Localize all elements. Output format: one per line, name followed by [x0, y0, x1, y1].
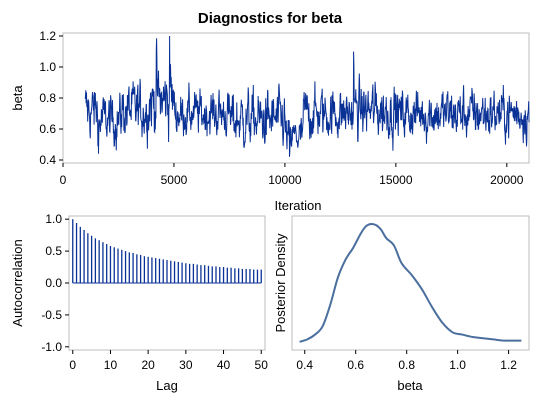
- trace-x-tick-label: 5000: [161, 173, 188, 187]
- density-y-axis-title: Posterior Density: [273, 233, 288, 332]
- autocorrelation-x-tick-label: 50: [255, 358, 269, 372]
- autocorrelation-x-tick-label: 40: [217, 358, 231, 372]
- autocorrelation-y-tick-label: 0.5: [45, 244, 62, 258]
- density-plot: 0.4 0.6 0.8 1.0 1.2 Posterior Density beta: [273, 215, 530, 393]
- autocorrelation-y-axis: -1.0 -0.5 0.0 0.5 1.0: [41, 212, 69, 354]
- trace-x-tick-label: 20000: [490, 173, 524, 187]
- trace-y-tick-label: 1.0: [39, 60, 56, 74]
- trace-x-axis: 0 5000 10000 15000 20000: [60, 163, 524, 187]
- autocorrelation-x-axis-title: Lag: [156, 378, 178, 393]
- autocorrelation-bars: [72, 219, 262, 283]
- density-x-axis: 0.4 0.6 0.8 1.0 1.2: [296, 350, 517, 372]
- density-x-tick-label: 1.2: [500, 358, 517, 372]
- density-plot-frame: [291, 215, 530, 351]
- trace-y-tick-label: 0.6: [39, 122, 56, 136]
- density-x-axis-title: beta: [397, 378, 423, 393]
- autocorrelation-x-axis: 0 10 20 30 40 50: [69, 350, 268, 372]
- autocorrelation-plot: -1.0 -0.5 0.0 0.5 1.0 0 10 20 30 40 50 Autocorrel…: [10, 212, 268, 393]
- density-x-tick-label: 1.0: [449, 358, 466, 372]
- trace-y-tick-label: 0.4: [39, 153, 56, 167]
- density-x-tick-label: 0.4: [296, 358, 313, 372]
- trace-y-tick-label: 0.8: [39, 91, 56, 105]
- trace-x-axis-title: Iteration: [275, 198, 322, 213]
- trace-plot-frame: [62, 32, 530, 164]
- autocorrelation-y-tick-label: 1.0: [45, 212, 62, 226]
- trace-x-tick-label: 0: [60, 173, 67, 187]
- autocorrelation-y-tick-label: -0.5: [41, 308, 62, 322]
- autocorrelation-y-tick-label: -1.0: [41, 340, 62, 354]
- trace-series-line: [84, 35, 530, 157]
- autocorrelation-x-tick-label: 20: [141, 358, 155, 372]
- autocorrelation-y-tick-label: 0.0: [45, 276, 62, 290]
- autocorrelation-x-tick-label: 10: [104, 358, 118, 372]
- density-x-tick-label: 0.8: [398, 358, 415, 372]
- trace-y-tick-label: 1.2: [39, 29, 56, 43]
- density-curve: [299, 222, 522, 343]
- trace-plot: 0.4 0.6 0.8 1.0 1.2 0 5000 10000 15000 20000 bet…: [10, 29, 530, 213]
- figure-title: Diagnostics for beta: [198, 10, 343, 27]
- autocorrelation-x-tick-label: 30: [179, 358, 193, 372]
- trace-x-tick-label: 15000: [379, 173, 413, 187]
- density-x-tick-label: 0.6: [347, 358, 364, 372]
- autocorrelation-y-axis-title: Autocorrelation: [10, 239, 25, 326]
- autocorrelation-x-tick-label: 0: [69, 358, 76, 372]
- trace-x-tick-label: 10000: [268, 173, 302, 187]
- trace-y-axis-title: beta: [10, 85, 25, 111]
- trace-y-axis: 0.4 0.6 0.8 1.0 1.2: [39, 29, 63, 167]
